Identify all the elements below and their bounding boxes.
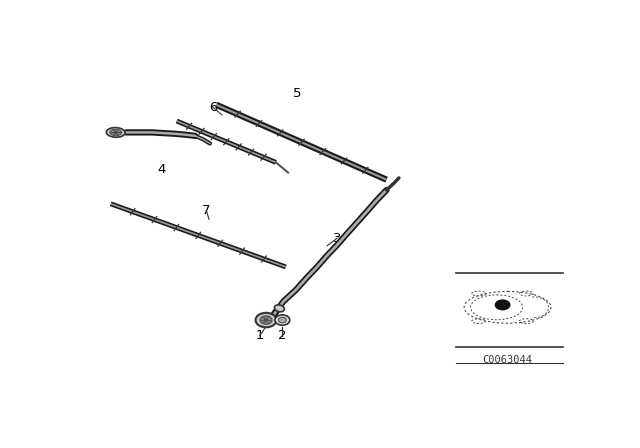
Circle shape	[260, 316, 272, 324]
Ellipse shape	[106, 128, 125, 137]
Text: 6: 6	[209, 101, 217, 114]
Circle shape	[264, 319, 268, 322]
Circle shape	[278, 317, 286, 323]
Ellipse shape	[275, 305, 284, 312]
Circle shape	[495, 299, 511, 310]
Text: 2: 2	[278, 329, 287, 342]
Text: 3: 3	[333, 232, 341, 245]
Text: 7: 7	[202, 204, 211, 217]
Text: 1: 1	[255, 329, 264, 342]
Text: C0063044: C0063044	[483, 354, 532, 365]
Ellipse shape	[110, 129, 122, 136]
Circle shape	[275, 315, 290, 325]
Circle shape	[255, 313, 276, 327]
Text: 4: 4	[157, 163, 166, 176]
Text: 5: 5	[293, 87, 301, 100]
